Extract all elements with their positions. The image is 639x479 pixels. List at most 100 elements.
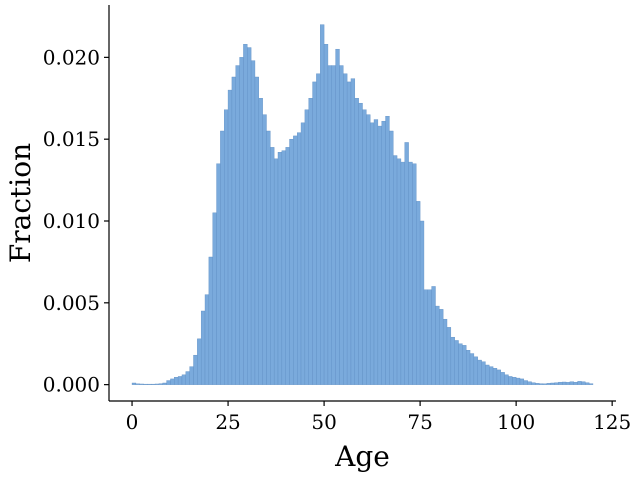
histogram-bar [350, 78, 356, 385]
histogram-bar [400, 161, 405, 385]
histogram-bar [381, 120, 386, 385]
histogram-bar [423, 289, 428, 385]
histogram-bar [588, 383, 594, 385]
histogram-bar [408, 161, 413, 385]
histogram-bar [496, 369, 501, 385]
histogram-bar [258, 98, 263, 385]
histogram-bar [304, 109, 309, 385]
y-tick-label: 0.010 [43, 209, 100, 233]
histogram-bar [316, 73, 321, 385]
histogram-bar [300, 122, 306, 385]
histogram-bar [270, 147, 275, 385]
histogram-bar [235, 65, 240, 385]
histogram-bar [558, 381, 563, 385]
histogram-bar [585, 382, 590, 385]
histogram-bar [481, 361, 486, 385]
histogram-bar [320, 24, 325, 385]
histogram-bar [412, 163, 417, 385]
histogram-bar [154, 383, 160, 385]
histogram-bar [277, 152, 283, 385]
histogram-bar [331, 65, 336, 385]
histogram-bar [369, 122, 375, 385]
histogram-bar [454, 340, 459, 385]
histogram-bar [289, 138, 294, 385]
histogram-bar [431, 286, 436, 385]
histogram-bar [343, 73, 348, 385]
histogram-bar [435, 305, 440, 385]
histogram-bar [339, 65, 344, 385]
histogram-bar [404, 142, 409, 385]
y-tick-label: 0.005 [43, 291, 100, 315]
histogram-bar [550, 382, 555, 385]
histogram-bar [162, 382, 167, 385]
x-axis-title: Age [334, 440, 390, 473]
histogram-bar [512, 377, 517, 385]
histogram-bar [239, 57, 244, 385]
y-ticks: 0.000 0.005 0.010 0.015 0.020 [43, 45, 109, 397]
histogram-bar [254, 76, 259, 385]
y-axis-title: Fraction [4, 143, 37, 263]
histogram-bar [131, 382, 137, 385]
histogram-bar [231, 76, 236, 385]
histogram-bar [508, 376, 513, 385]
histogram-bar [220, 130, 225, 385]
histogram-bar [327, 65, 332, 385]
axes [108, 5, 616, 402]
x-ticks: 0 25 50 75 100 125 [126, 401, 631, 434]
histogram-bar [581, 381, 586, 385]
x-tick-label: 75 [407, 410, 432, 434]
histogram-bar [442, 318, 448, 385]
histogram-bar [193, 354, 198, 385]
histogram-bar [531, 382, 536, 385]
histogram-bar [446, 327, 452, 385]
histogram-bar [466, 350, 471, 385]
histogram-bar [477, 359, 482, 385]
x-tick-label: 25 [215, 410, 240, 434]
histogram-bar [362, 109, 367, 385]
histogram-bar [450, 336, 455, 385]
histogram-bar [293, 135, 298, 385]
histogram-bar [535, 383, 540, 385]
histogram-bar [197, 338, 202, 385]
histogram-bar [504, 374, 509, 385]
histogram-bar [204, 294, 210, 385]
histogram-bar [396, 158, 402, 385]
histogram-bar [354, 98, 359, 385]
histogram-bar [538, 383, 544, 385]
histogram-bar [227, 89, 233, 385]
x-tick-label: 50 [311, 410, 336, 434]
histogram-bar [577, 381, 582, 385]
histogram-bar [462, 345, 467, 385]
histogram-bar [542, 383, 548, 385]
histogram-bar [243, 44, 248, 385]
histogram-bar [224, 109, 229, 385]
histogram-bar [177, 376, 183, 385]
histogram-bar [519, 378, 525, 385]
y-tick-label: 0.000 [43, 373, 100, 397]
histogram-bar [189, 366, 194, 385]
histogram-bar [527, 381, 532, 385]
histogram-bar [266, 130, 271, 385]
histogram-bar [546, 383, 551, 385]
histogram-bar [139, 383, 144, 385]
histogram-bar [385, 116, 390, 385]
histogram-bar [554, 382, 559, 385]
histogram-bar [335, 48, 340, 385]
histogram-bars [131, 24, 594, 385]
histogram-bar [492, 368, 498, 385]
histogram-bar [247, 47, 252, 385]
x-tick-label: 0 [126, 410, 139, 434]
histogram-bar [393, 155, 398, 385]
histogram-bar [174, 377, 179, 385]
histogram-bar [358, 102, 363, 385]
y-tick-label: 0.015 [43, 127, 100, 151]
histogram-bar [273, 158, 279, 385]
histogram-bar [185, 371, 190, 385]
histogram-bar [135, 383, 140, 385]
histogram-bar [308, 98, 313, 385]
histogram-bar [419, 220, 425, 385]
histogram-bar [297, 132, 302, 385]
histogram-bar [562, 381, 567, 385]
histogram-bar [439, 309, 444, 385]
